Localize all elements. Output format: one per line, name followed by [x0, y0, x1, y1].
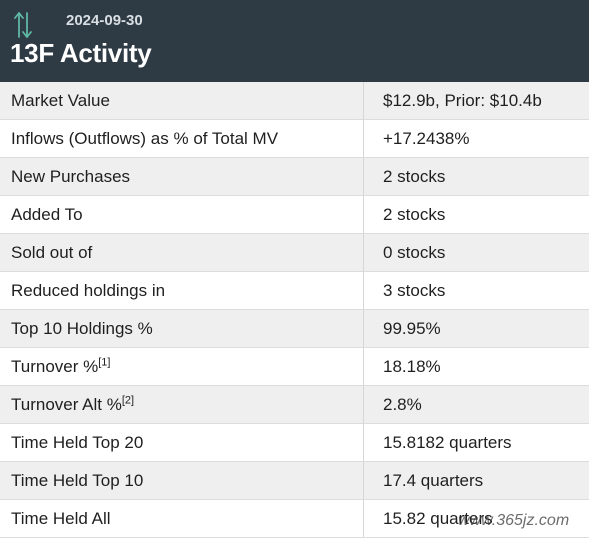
- row-value: 99.95%: [363, 309, 589, 348]
- row-value: 15.82 quarters: [363, 499, 589, 538]
- row-label: Added To: [0, 195, 364, 234]
- footnote-link[interactable]: [1]: [98, 355, 111, 368]
- row-value: +17.2438%: [363, 119, 589, 158]
- row-value: 2 stocks: [363, 157, 589, 196]
- row-label: Market Value: [0, 82, 364, 120]
- page-title: 13F Activity: [10, 38, 152, 68]
- row-label: Top 10 Holdings %: [0, 309, 364, 348]
- row-value: 2 stocks: [363, 195, 589, 234]
- table-row: Time Held Top 10 17.4 quarters: [0, 461, 589, 500]
- row-value: 2.8%: [363, 385, 589, 424]
- header-bar: 2024-09-30 13F Activity: [0, 0, 589, 82]
- activity-table: Market Value $12.9b, Prior: $10.4b Inflo…: [0, 82, 589, 538]
- up-down-arrows-icon: [14, 12, 32, 38]
- table-row: Turnover Alt %[2] 2.8%: [0, 385, 589, 424]
- row-label: Time Held Top 10: [0, 461, 364, 500]
- row-label: Time Held All: [0, 499, 364, 538]
- row-value: 3 stocks: [363, 271, 589, 310]
- table-row: Market Value $12.9b, Prior: $10.4b: [0, 82, 589, 120]
- row-label: Time Held Top 20: [0, 423, 364, 462]
- table-row: Time Held All 15.82 quarters: [0, 499, 589, 538]
- row-value: 17.4 quarters: [363, 461, 589, 500]
- watermark: www.365jz.com: [458, 512, 570, 529]
- footnote-link[interactable]: [2]: [121, 393, 135, 406]
- row-value: 0 stocks: [363, 233, 589, 272]
- row-value: 15.8182 quarters: [363, 423, 589, 462]
- row-value: $12.9b, Prior: $10.4b: [363, 82, 589, 120]
- table-row: Inflows (Outflows) as % of Total MV +17.…: [0, 119, 589, 158]
- row-label-cell: Turnover Alt %[2]: [0, 385, 364, 424]
- row-label: Reduced holdings in: [0, 271, 364, 310]
- table-row: Reduced holdings in 3 stocks: [0, 271, 589, 310]
- table-row: Top 10 Holdings % 99.95%: [0, 309, 589, 348]
- row-label-cell: Turnover %[1]: [0, 347, 364, 386]
- table-row: Sold out of 0 stocks: [0, 233, 589, 272]
- table-row: Turnover %[1] 18.18%: [0, 347, 589, 386]
- row-value: 18.18%: [363, 347, 589, 386]
- row-label: Turnover %: [11, 356, 99, 376]
- row-label: Turnover Alt %: [11, 394, 122, 414]
- table-row: Time Held Top 20 15.8182 quarters: [0, 423, 589, 462]
- row-label: Sold out of: [0, 233, 364, 272]
- row-label: Inflows (Outflows) as % of Total MV: [0, 119, 364, 158]
- report-date: 2024-09-30: [66, 12, 143, 29]
- table-row: New Purchases 2 stocks: [0, 157, 589, 196]
- table-row: Added To 2 stocks: [0, 195, 589, 234]
- row-label: New Purchases: [0, 157, 364, 196]
